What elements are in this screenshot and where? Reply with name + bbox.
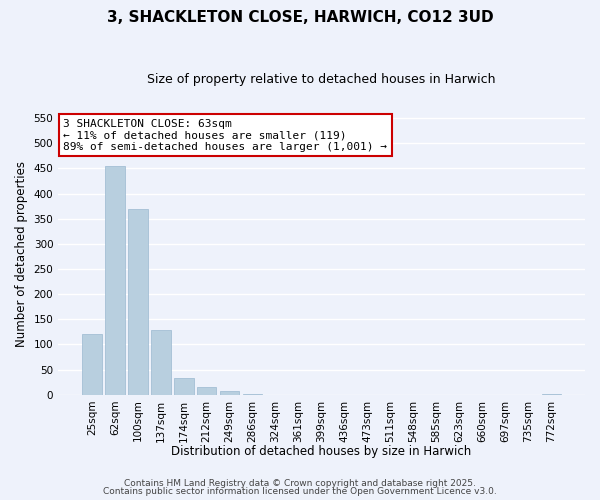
Bar	[128, 208, 148, 394]
Bar	[151, 330, 170, 394]
Y-axis label: Number of detached properties: Number of detached properties	[15, 161, 28, 347]
Bar	[105, 166, 125, 394]
Text: Contains HM Land Registry data © Crown copyright and database right 2025.: Contains HM Land Registry data © Crown c…	[124, 478, 476, 488]
Title: Size of property relative to detached houses in Harwich: Size of property relative to detached ho…	[148, 72, 496, 86]
Text: 3, SHACKLETON CLOSE, HARWICH, CO12 3UD: 3, SHACKLETON CLOSE, HARWICH, CO12 3UD	[107, 10, 493, 25]
Text: 3 SHACKLETON CLOSE: 63sqm
← 11% of detached houses are smaller (119)
89% of semi: 3 SHACKLETON CLOSE: 63sqm ← 11% of detac…	[64, 118, 388, 152]
X-axis label: Distribution of detached houses by size in Harwich: Distribution of detached houses by size …	[172, 444, 472, 458]
Bar	[220, 390, 239, 394]
Bar	[82, 334, 101, 394]
Text: Contains public sector information licensed under the Open Government Licence v3: Contains public sector information licen…	[103, 487, 497, 496]
Bar	[174, 378, 194, 394]
Bar	[197, 387, 217, 394]
